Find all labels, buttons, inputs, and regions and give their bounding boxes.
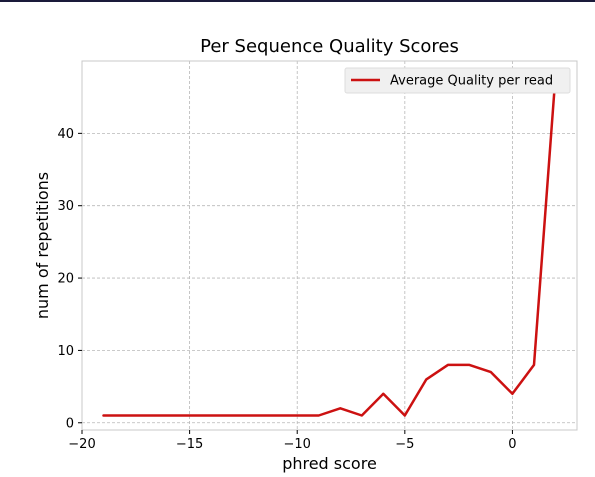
- y-tick-label: 20: [57, 272, 74, 287]
- series-line: [102, 74, 557, 417]
- legend-box: [344, 67, 571, 94]
- y-axis-label: num of repetitions: [33, 172, 52, 319]
- y-tick-label: 10: [57, 344, 74, 359]
- legend: Average Quality per read: [344, 67, 571, 94]
- x-tick-label: −15: [176, 437, 203, 452]
- series-layer: [102, 74, 557, 417]
- legend-label: Average Quality per read: [390, 74, 553, 89]
- y-tick-label: 40: [57, 127, 74, 142]
- grid-lines: [82, 61, 577, 430]
- x-axis-label: phred score: [282, 454, 377, 473]
- plot-area: [81, 60, 578, 431]
- y-tick-label: 30: [57, 199, 74, 214]
- top-border: [0, 0, 595, 2]
- x-tick-label: −5: [395, 437, 414, 452]
- x-tick-label: 0: [508, 437, 516, 452]
- x-tick-label: −20: [68, 437, 95, 452]
- x-tick-label: −10: [283, 437, 310, 452]
- chart-title: Per Sequence Quality Scores: [200, 36, 459, 57]
- y-tick-label: 0: [66, 416, 74, 431]
- axis-ticks: −20 −15 −10 −5 0 0 10 20 30 40: [57, 127, 516, 452]
